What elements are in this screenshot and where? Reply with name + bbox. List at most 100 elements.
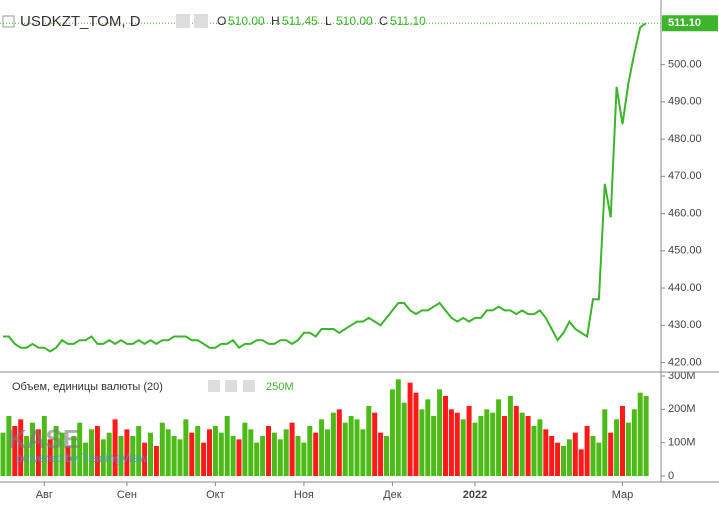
volume-bar xyxy=(112,419,118,476)
volume-bar xyxy=(118,436,124,476)
icon[interactable] xyxy=(243,380,255,392)
volume-bar xyxy=(401,402,407,476)
y-tick-label: 0 xyxy=(668,470,674,482)
volume-bar xyxy=(71,436,77,476)
x-tick-label: Дек xyxy=(383,489,402,501)
volume-bar xyxy=(496,399,502,476)
y-tick-label: 420.00 xyxy=(668,356,702,368)
volume-bar xyxy=(212,426,218,476)
volume-bar xyxy=(30,422,35,476)
volume-bar xyxy=(519,412,525,476)
volume-bar xyxy=(625,422,631,476)
volume-bar xyxy=(354,419,360,476)
volume-bar xyxy=(413,392,419,476)
volume-bar xyxy=(148,432,153,476)
volume-bar xyxy=(561,446,566,476)
symbol-title: USDKZT_TOM, D xyxy=(20,13,141,30)
watermark-sub: powered by TradingView xyxy=(16,451,148,465)
volume-bar xyxy=(395,379,401,476)
volume-title: Объем, единицы валюты (20) xyxy=(12,381,163,393)
volume-bar xyxy=(537,419,543,476)
volume-bar xyxy=(106,432,112,476)
icon[interactable] xyxy=(194,14,208,28)
y-tick-label: 450.00 xyxy=(668,245,702,257)
volume-bar xyxy=(614,419,620,476)
x-tick-label: Мар xyxy=(612,489,634,501)
icon[interactable] xyxy=(176,14,190,28)
volume-bar xyxy=(578,449,584,476)
icon[interactable] xyxy=(225,380,237,392)
volume-bar xyxy=(124,429,130,476)
volume-bar xyxy=(555,442,561,476)
volume-bar xyxy=(384,436,389,476)
volume-bar xyxy=(0,432,6,476)
volume-bar xyxy=(348,416,354,476)
ohlc-value: 511.10 xyxy=(390,14,426,28)
volume-bar xyxy=(295,436,301,476)
collapse-icon[interactable] xyxy=(2,15,15,28)
volume-bar xyxy=(94,426,100,476)
volume-bar xyxy=(313,432,319,476)
volume-bar xyxy=(65,446,71,476)
volume-bar xyxy=(41,416,47,476)
volume-bar xyxy=(460,419,466,476)
volume-bar xyxy=(419,409,425,476)
volume-bar xyxy=(437,389,443,476)
volume-bar xyxy=(590,436,596,476)
icon[interactable] xyxy=(208,380,220,392)
volume-bar xyxy=(277,439,283,476)
y-tick-label: 300M xyxy=(668,370,696,382)
volume-bar xyxy=(130,436,136,476)
volume-bar xyxy=(472,422,478,476)
volume-bar xyxy=(431,416,437,476)
volume-bar xyxy=(549,436,555,476)
x-tick-label: Окт xyxy=(206,489,225,501)
volume-bar xyxy=(189,432,195,476)
volume-bar xyxy=(378,432,384,476)
volume-bar xyxy=(637,392,643,476)
volume-bar xyxy=(448,409,454,476)
volume-bar xyxy=(543,429,549,476)
volume-bar xyxy=(608,432,614,476)
volume-bar xyxy=(242,422,248,476)
volume-bar xyxy=(289,422,295,476)
volume-bar xyxy=(307,426,313,476)
volume-bar xyxy=(83,442,89,476)
watermark: KASE xyxy=(8,424,80,454)
volume-bar xyxy=(513,406,519,476)
volume-bar xyxy=(490,412,496,476)
last-price-label: 511.10 xyxy=(668,17,701,29)
volume-bar xyxy=(566,439,572,476)
volume-bar xyxy=(195,426,201,476)
volume-bar xyxy=(47,439,53,476)
volume-bar xyxy=(260,436,266,476)
volume-bar xyxy=(372,412,378,476)
price-line xyxy=(3,22,647,353)
volume-bar xyxy=(230,436,236,476)
volume-bar xyxy=(271,432,277,476)
volume-bar xyxy=(283,429,289,476)
volume-bar xyxy=(478,416,484,476)
volume-bar xyxy=(484,409,490,476)
volume-bar xyxy=(177,439,183,476)
volume-bar xyxy=(165,429,171,476)
y-tick-label: 430.00 xyxy=(668,319,702,331)
volume-bar xyxy=(507,396,513,476)
volume-bar xyxy=(572,432,578,476)
y-tick-label: 470.00 xyxy=(668,170,702,182)
volume-bar xyxy=(366,406,372,476)
volume-bar xyxy=(443,396,448,476)
volume-bar xyxy=(631,409,637,476)
volume-bar xyxy=(159,422,165,476)
volume-bar xyxy=(266,426,271,476)
volume-bar xyxy=(35,429,41,476)
y-tick-label: 500.00 xyxy=(668,58,702,70)
volume-bar xyxy=(100,439,106,476)
volume-bar xyxy=(254,442,260,476)
volume-bar xyxy=(596,442,602,476)
y-tick-label: 480.00 xyxy=(668,133,702,145)
volume-value: 250M xyxy=(266,381,294,393)
volume-bar xyxy=(389,389,395,476)
x-tick-label: Авг xyxy=(36,489,53,501)
